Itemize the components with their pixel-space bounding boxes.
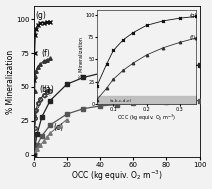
- Text: (g): (g): [35, 11, 46, 19]
- Text: (e): (e): [0, 188, 1, 189]
- X-axis label: OCC (kg equiv. O$_2$ m$^{-3}$): OCC (kg equiv. O$_2$ m$^{-3}$): [71, 169, 163, 184]
- Text: (b): (b): [39, 85, 50, 94]
- Text: (d): (d): [0, 188, 1, 189]
- Text: (a): (a): [44, 85, 54, 94]
- Text: (c): (c): [54, 123, 64, 132]
- Text: (f): (f): [41, 49, 50, 57]
- Y-axis label: % Mineralization: % Mineralization: [6, 50, 15, 114]
